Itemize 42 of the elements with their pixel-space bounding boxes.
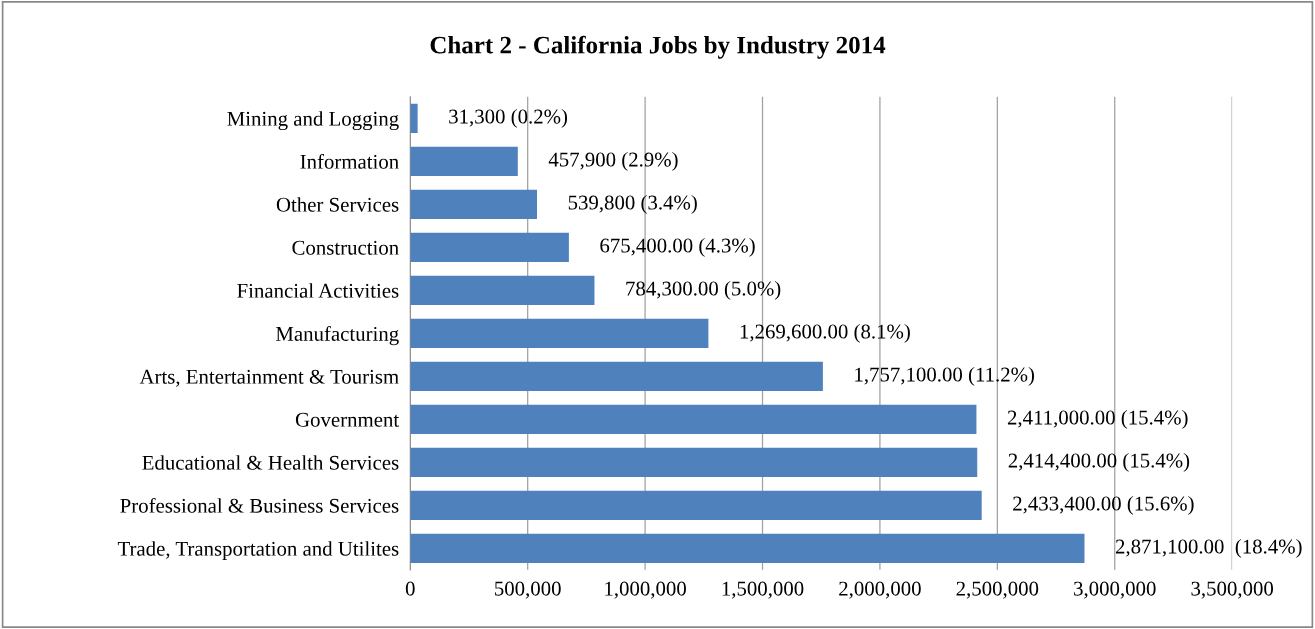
bar xyxy=(410,361,823,391)
y-tick-label: Government xyxy=(295,412,400,427)
bar xyxy=(410,318,709,348)
data-label: 2,871,100.00 (18.4%) xyxy=(1115,538,1302,558)
data-label: 675,400.00 (4.3%) xyxy=(600,237,755,257)
bar xyxy=(410,275,595,305)
x-tick-label: 1,500,000 xyxy=(722,581,804,599)
y-tick-label: Mining and Logging xyxy=(227,111,399,131)
x-tick-label: 3,500,000 xyxy=(1191,581,1274,599)
x-tick-label: 2,500,000 xyxy=(956,581,1039,599)
x-tick-label: 2,000,000 xyxy=(839,581,921,599)
data-label: 2,411,000.00 (15.4%) xyxy=(1007,409,1188,429)
data-label: 1,757,100.00 (11.2%) xyxy=(855,366,1035,386)
x-tick-label: 500,000 xyxy=(495,581,561,599)
data-label: 784,300.00 (5.0%) xyxy=(626,280,781,300)
y-tick-label: Educational & Health Services xyxy=(142,455,399,470)
chart-title: Chart 2 - California Jobs by Industry 2014 xyxy=(430,35,886,59)
bar xyxy=(410,533,1085,563)
data-label: 1,269,600.00 (8.1%) xyxy=(740,323,910,343)
y-tick-label: Arts, Entertainment & Tourism xyxy=(139,369,399,387)
bar xyxy=(410,189,538,219)
data-label: 539,800 (3.4%) xyxy=(568,194,697,214)
bar xyxy=(410,447,978,477)
bar xyxy=(410,146,518,176)
bar xyxy=(410,404,977,434)
bar xyxy=(410,232,569,262)
y-tick-label: Construction xyxy=(292,240,399,255)
x-tick-label: 0 xyxy=(405,581,415,596)
y-tick-label: Professional & Business Services xyxy=(120,497,399,513)
bar xyxy=(410,103,418,133)
y-tick-label: Financial Activities xyxy=(237,283,399,298)
data-label: 457,900 (2.9%) xyxy=(548,151,678,171)
y-tick-label: Other Services xyxy=(276,197,399,212)
x-tick-label: 3,000,000 xyxy=(1074,581,1156,599)
x-tick-label: 1,000,000 xyxy=(605,581,686,599)
y-tick-label: Trade, Transportation and Utilites xyxy=(117,541,399,561)
data-label: 2,433,400.00 (15.6%) xyxy=(1013,495,1194,515)
y-tick-label: Information xyxy=(300,153,399,169)
data-label: 31,300 (0.2%) xyxy=(449,108,568,128)
bar xyxy=(410,490,982,520)
data-label: 2,414,400.00 (15.4%) xyxy=(1008,452,1190,472)
y-tick-label: Manufacturing xyxy=(275,326,399,346)
